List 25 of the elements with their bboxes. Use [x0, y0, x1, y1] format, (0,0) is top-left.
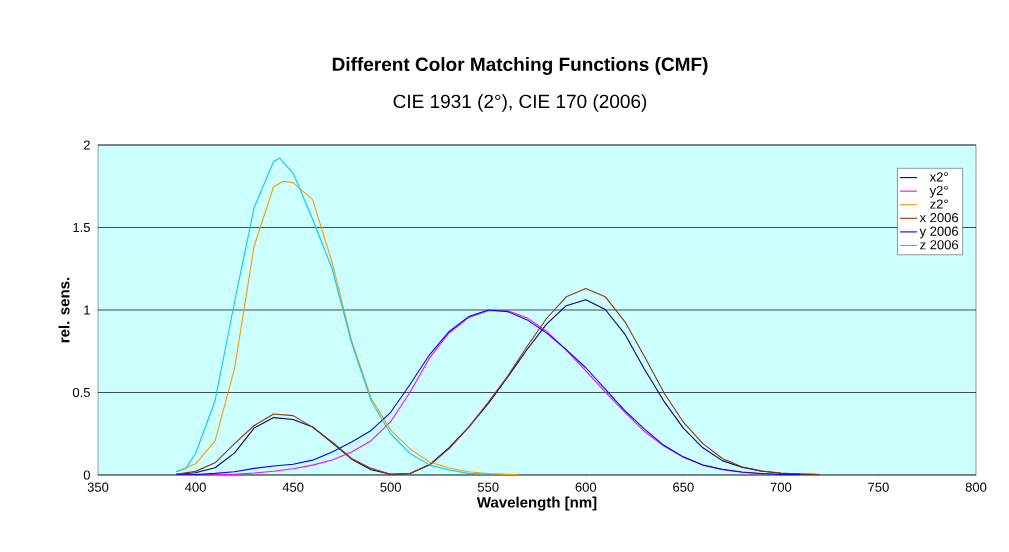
x-tick-label: 800 [965, 482, 987, 492]
legend-label: x 2006 [919, 213, 959, 223]
y-tick-label: 1.5 [73, 222, 90, 233]
y-tick-label: 1 [84, 305, 90, 315]
x-tick-label: 600 [575, 482, 597, 492]
chart-title: Different Color Matching Functions (CMF) [332, 57, 708, 75]
legend-label: x2° [929, 172, 948, 182]
x-tick-label: 700 [770, 482, 792, 492]
legend-label: z 2006 [920, 240, 959, 250]
x-axis-title: Wavelength [nm] [476, 496, 597, 511]
x-tick-label: 500 [380, 482, 402, 492]
y-tick-label: 0.5 [72, 387, 90, 398]
y-tick-label: 0 [83, 470, 90, 480]
x-tick-label: 550 [477, 482, 499, 492]
y-tick-label: 2 [83, 140, 90, 150]
y-axis-title: rel. sens. [58, 277, 70, 343]
legend-label: y2° [929, 185, 948, 198]
chart-subtitle: CIE 1931 (2°), CIE 170 (2006) [393, 94, 647, 112]
x-tick-label: 650 [673, 482, 694, 492]
x-tick-label: 400 [185, 482, 206, 492]
x-tick-label: 450 [282, 482, 304, 492]
legend-label: y 2006 [919, 226, 959, 239]
legend-label: z2° [930, 199, 948, 209]
x-tick-label: 350 [87, 482, 109, 492]
x-tick-label: 750 [868, 482, 889, 492]
